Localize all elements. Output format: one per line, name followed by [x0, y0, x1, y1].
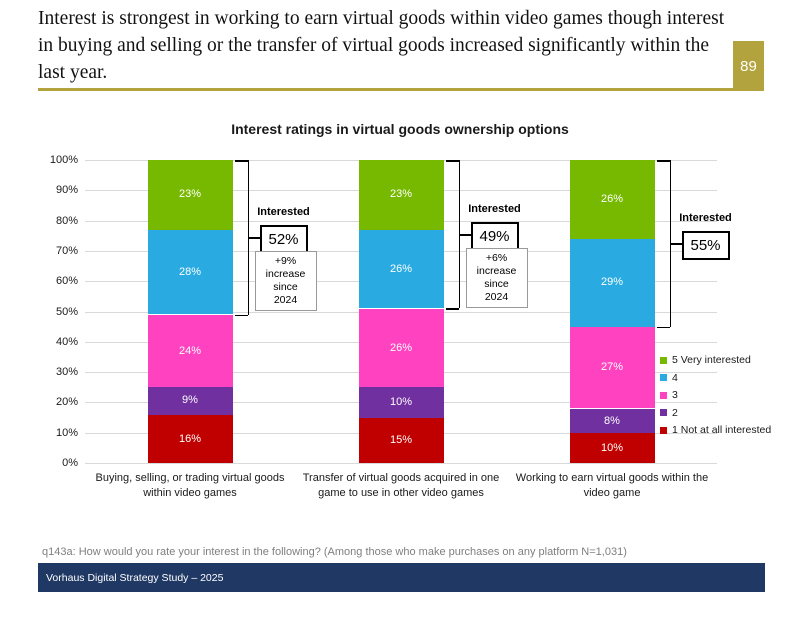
bar-segment-label: 26%	[389, 262, 413, 275]
legend-label: 2	[672, 406, 678, 419]
bracket-bottom-tick	[656, 326, 670, 329]
increase-note-box: +6% increase since 2024	[465, 248, 528, 309]
legend-item: 2	[660, 405, 678, 421]
legend-item: 5 Very interested	[660, 352, 751, 368]
bracket-bottom-tick	[234, 314, 248, 317]
legend-label: 5 Very interested	[672, 354, 751, 366]
y-axis-tick-label: 80%	[55, 214, 78, 227]
bar-segment	[569, 238, 655, 327]
increase-note-box: +9% increase since 2024	[254, 251, 317, 312]
bracket-top-tick	[656, 160, 670, 162]
bar-segment-label: 27%	[600, 360, 624, 373]
interested-label: Interested	[679, 212, 732, 225]
bracket-connector	[247, 237, 260, 239]
interested-value-box: 55%	[681, 230, 730, 260]
bracket-top-tick	[445, 160, 459, 162]
legend-label: 4	[672, 371, 678, 384]
bracket-top-tick	[234, 160, 248, 162]
legend-swatch	[660, 391, 667, 399]
bar-segment-label: 8%	[604, 414, 620, 427]
bar-segment-label: 10%	[389, 396, 413, 409]
legend-item: 1 Not at all interested	[660, 422, 771, 438]
bracket-bottom-tick	[445, 308, 459, 310]
legend-swatch	[660, 409, 667, 417]
footnote: q143a: How would you rate your interest …	[42, 546, 627, 558]
legend-swatch	[660, 374, 667, 382]
bar-segment	[358, 387, 444, 418]
increase-note-line: +9%	[274, 255, 297, 268]
footer-text: Vorhaus Digital Strategy Study – 2025	[46, 571, 224, 584]
bar-segment	[358, 229, 444, 309]
bar-segment	[358, 417, 444, 463]
bar-segment-label: 28%	[178, 265, 202, 278]
bar-segment	[147, 229, 233, 315]
bar-segment-label: 16%	[178, 432, 202, 445]
bar-segment	[147, 160, 233, 230]
increase-note-line: 2024	[484, 291, 509, 304]
bar-segment-label: 9%	[182, 394, 198, 407]
bracket-connector	[669, 243, 682, 245]
interested-label: Interested	[257, 206, 310, 219]
chart-title: Interest ratings in virtual goods owners…	[231, 121, 569, 137]
header-title: Interest is strongest in working to earn…	[38, 8, 725, 83]
bar-segment-label: 26%	[600, 193, 624, 205]
header-rule	[38, 88, 734, 91]
bar-segment	[569, 326, 655, 409]
bar-segment	[569, 432, 655, 463]
increase-note-line: since	[484, 278, 509, 291]
bar-segment-label: 23%	[178, 188, 202, 200]
interested-label: Interested	[468, 203, 521, 216]
legend-swatch	[660, 426, 667, 434]
y-axis-tick-label: 10%	[55, 426, 78, 439]
bar-segment	[147, 387, 233, 415]
y-axis-tick-label: 60%	[55, 275, 78, 288]
increase-note-line: +6%	[485, 252, 508, 265]
y-axis-tick-label: 70%	[55, 244, 78, 257]
y-axis-tick-label: 90%	[55, 184, 78, 197]
increase-note-line: increase	[476, 265, 517, 278]
legend-item: 4	[660, 370, 678, 386]
legend-item: 3	[660, 387, 678, 403]
increase-note-line: 2024	[273, 294, 298, 307]
y-axis-tick-label: 30%	[55, 366, 78, 379]
increase-note-line: increase	[265, 268, 306, 281]
bracket-connector	[458, 234, 471, 236]
category-label: Working to earn virtual goods within the…	[515, 472, 709, 499]
interested-value-box: 49%	[470, 221, 519, 251]
category-label: Buying, selling, or trading virtual good…	[95, 472, 285, 499]
y-axis-tick-label: 50%	[55, 305, 78, 318]
bar-segment-label: 24%	[178, 344, 202, 357]
y-axis-tick-label: 0%	[62, 457, 78, 469]
legend-label: 1 Not at all interested	[672, 424, 772, 437]
y-axis-tick-label: 40%	[55, 335, 78, 348]
gridline	[85, 463, 717, 464]
bar-segment	[569, 408, 655, 433]
bar-segment	[358, 308, 444, 388]
bar-segment	[147, 314, 233, 388]
bar-segment-label: 15%	[389, 433, 413, 446]
bar-segment	[358, 160, 444, 230]
footer-bar: Vorhaus Digital Strategy Study – 2025	[38, 563, 765, 592]
bar-segment	[569, 160, 655, 239]
y-axis-tick-label: 20%	[55, 396, 78, 409]
increase-note-line: since	[273, 281, 298, 294]
category-label: Transfer of virtual goods acquired in on…	[302, 472, 500, 499]
y-axis-tick-label: 100%	[49, 154, 78, 166]
bar-segment-label: 23%	[389, 188, 413, 200]
bar-segment-label: 29%	[600, 275, 624, 288]
page-number-badge: 89	[733, 41, 764, 91]
legend-label: 3	[672, 389, 678, 402]
interested-value-box: 52%	[259, 224, 308, 254]
bar-segment-label: 10%	[600, 441, 624, 454]
bar-segment	[147, 414, 233, 463]
bar-segment-label: 26%	[389, 341, 413, 354]
legend-swatch	[660, 356, 667, 364]
